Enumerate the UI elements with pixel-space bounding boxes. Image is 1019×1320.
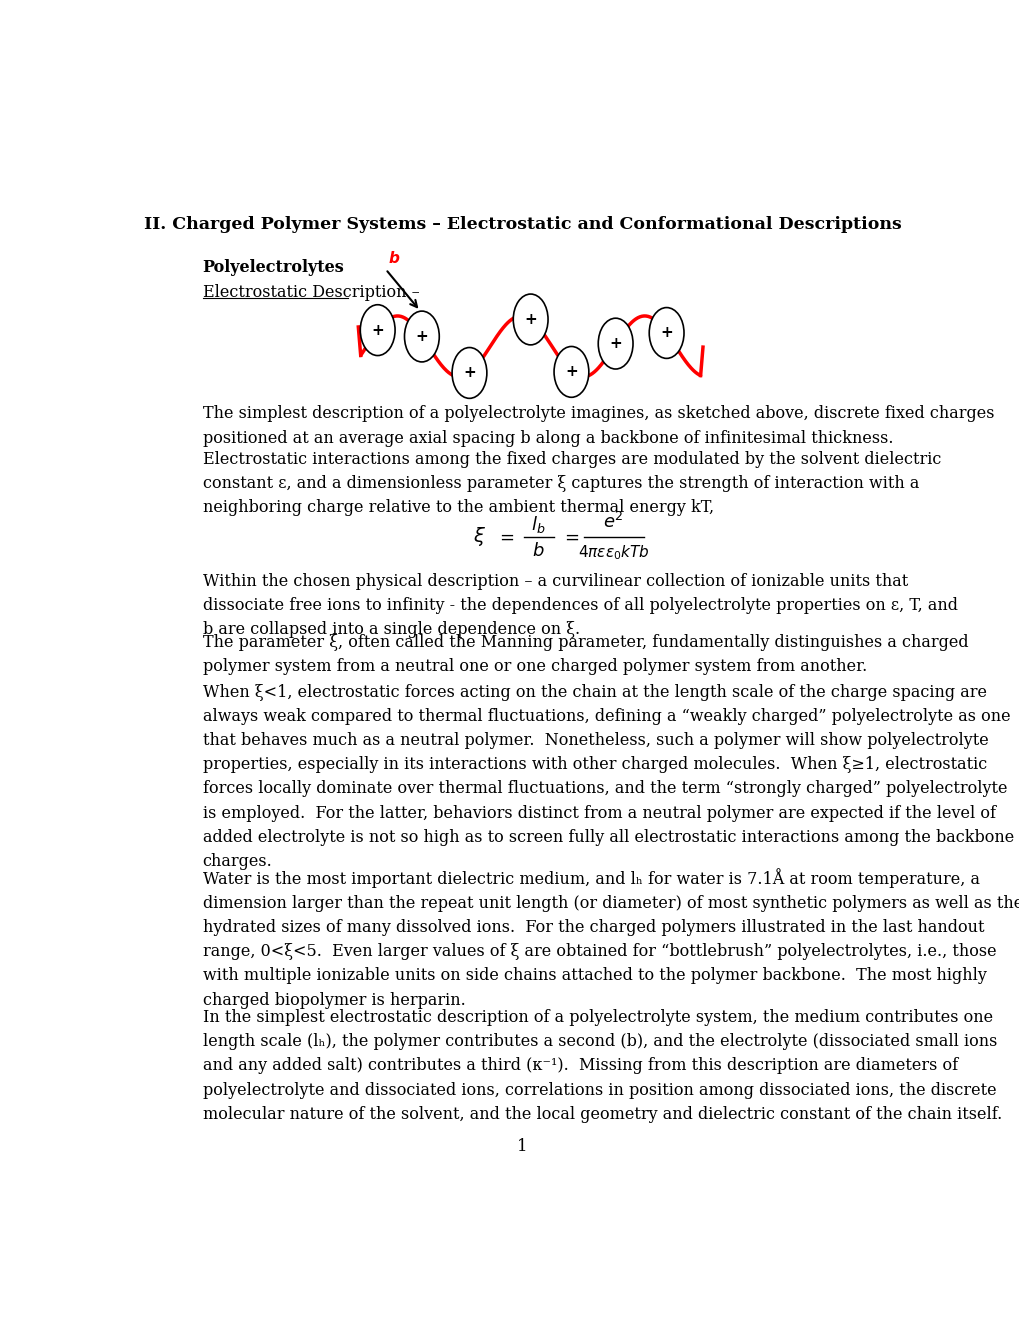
Text: +: + bbox=[415, 329, 428, 345]
Text: b: b bbox=[387, 252, 398, 267]
Ellipse shape bbox=[451, 347, 486, 399]
Ellipse shape bbox=[598, 318, 633, 370]
Ellipse shape bbox=[360, 305, 394, 355]
Text: $=$: $=$ bbox=[495, 528, 515, 545]
Ellipse shape bbox=[649, 308, 684, 359]
Text: 1: 1 bbox=[517, 1138, 528, 1155]
Text: +: + bbox=[608, 337, 622, 351]
Text: II. Charged Polymer Systems – Electrostatic and Conformational Descriptions: II. Charged Polymer Systems – Electrosta… bbox=[144, 216, 901, 232]
Ellipse shape bbox=[405, 312, 439, 362]
Ellipse shape bbox=[553, 346, 588, 397]
Ellipse shape bbox=[513, 294, 547, 345]
Text: +: + bbox=[371, 322, 384, 338]
Text: $l_b$: $l_b$ bbox=[531, 513, 545, 535]
Text: In the simplest electrostatic description of a polyelectrolyte system, the mediu: In the simplest electrostatic descriptio… bbox=[203, 1008, 1001, 1123]
Text: Electrostatic interactions among the fixed charges are modulated by the solvent : Electrostatic interactions among the fix… bbox=[203, 451, 941, 516]
Text: $e^2$: $e^2$ bbox=[603, 512, 624, 532]
Text: +: + bbox=[565, 364, 577, 379]
Text: $b$: $b$ bbox=[532, 541, 544, 560]
Text: +: + bbox=[524, 312, 537, 327]
Text: When ξ<1, electrostatic forces acting on the chain at the length scale of the ch: When ξ<1, electrostatic forces acting on… bbox=[203, 684, 1013, 870]
Text: Within the chosen physical description – a curvilinear collection of ionizable u: Within the chosen physical description –… bbox=[203, 573, 957, 639]
Text: $4\pi\varepsilon\varepsilon_0 kTb$: $4\pi\varepsilon\varepsilon_0 kTb$ bbox=[577, 544, 649, 562]
Text: The parameter ξ, often called the Manning parameter, fundamentally distinguishes: The parameter ξ, often called the Mannin… bbox=[203, 634, 967, 676]
Text: +: + bbox=[463, 366, 476, 380]
Text: The simplest description of a polyelectrolyte imagines, as sketched above, discr: The simplest description of a polyelectr… bbox=[203, 405, 994, 446]
Text: Electrostatic Description –: Electrostatic Description – bbox=[203, 284, 419, 301]
Text: +: + bbox=[659, 326, 673, 341]
Text: $=$: $=$ bbox=[560, 528, 579, 545]
Text: Polyelectrolytes: Polyelectrolytes bbox=[203, 259, 344, 276]
Text: Water is the most important dielectric medium, and lₕ for water is 7.1Å at room : Water is the most important dielectric m… bbox=[203, 867, 1019, 1008]
Text: $\xi$: $\xi$ bbox=[472, 525, 485, 548]
